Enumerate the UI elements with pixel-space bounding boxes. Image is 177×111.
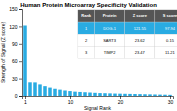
table-text: 11.21	[165, 50, 175, 55]
table-cell	[94, 10, 124, 22]
bar	[23, 26, 27, 96]
y-axis-label: Strength of Signal (Z score)	[0, 22, 6, 83]
chart: 1 10 20 30 0 30 60 90 120 150 Rank Protein Z score S …	[0, 0, 177, 111]
bar	[68, 91, 72, 96]
table-text: SART3	[103, 38, 117, 43]
tick-label: 60	[12, 58, 18, 64]
bar	[148, 94, 152, 96]
axis-line	[23, 97, 174, 100]
table-cell	[94, 34, 124, 46]
bar	[133, 94, 137, 96]
table-cell	[94, 22, 124, 34]
bar	[73, 92, 77, 96]
tick: 30	[168, 96, 174, 105]
table-text: TIMP2	[104, 50, 117, 55]
table-cell	[155, 34, 177, 46]
table-text: 1	[85, 26, 88, 31]
axis-line	[19, 10, 23, 97]
bar	[88, 93, 92, 96]
table-text: 2	[85, 38, 88, 43]
bar	[98, 93, 102, 96]
table-text: 23.62	[135, 38, 146, 43]
tick-mark	[19, 61, 22, 62]
bar	[63, 90, 67, 96]
table-text: DOG-1	[103, 26, 116, 31]
tick: 0	[15, 93, 22, 99]
bar	[123, 94, 127, 96]
table-text: 121.55	[134, 26, 147, 31]
bar	[58, 90, 62, 96]
bar	[113, 94, 117, 96]
bar	[43, 86, 47, 96]
bar	[128, 94, 132, 96]
table-header: Rank	[81, 13, 92, 18]
table-cell	[155, 46, 177, 58]
tick-label: 150	[9, 6, 18, 12]
bar	[163, 95, 167, 96]
bar	[103, 93, 107, 96]
tick-label: 20	[118, 99, 124, 105]
tick: 1	[24, 96, 27, 105]
table-cell	[78, 46, 95, 58]
tick: 120	[9, 24, 22, 30]
bar	[48, 88, 52, 96]
bar	[83, 92, 87, 96]
tick-mark	[19, 44, 22, 45]
table-text: 3	[85, 50, 88, 55]
table-cell	[78, 22, 95, 34]
bar	[33, 82, 37, 96]
tick-mark	[19, 96, 22, 97]
tick-label: 90	[12, 41, 18, 47]
table-cell	[94, 46, 124, 58]
table-cell	[125, 46, 155, 58]
tick-label: 30	[12, 76, 18, 82]
tick: 90	[12, 41, 22, 47]
tick-mark	[19, 26, 22, 27]
tick-label: 10	[68, 99, 74, 105]
tick: 20	[118, 96, 124, 105]
tick-label: 120	[9, 24, 18, 30]
table-header: S score	[163, 13, 177, 18]
tick-label: 1	[24, 99, 27, 105]
tick-label: 30	[168, 99, 174, 105]
bar	[138, 94, 142, 96]
tick: 10	[68, 96, 74, 105]
table: Rank Protein Z score S score 1 DOG-1 121.55 97.…	[78, 10, 177, 59]
table-header: Z score	[133, 13, 148, 18]
table-cell	[125, 34, 155, 46]
y-axis: 0 30 60 90 120 150	[9, 6, 22, 99]
table-cell	[125, 10, 155, 22]
title: Human Protein Microarray Specificity Val…	[20, 2, 157, 8]
table-text: 0.15	[166, 38, 175, 43]
bar	[158, 95, 162, 96]
table-text: 97.94	[165, 26, 176, 31]
bar	[153, 94, 157, 96]
x-axis-label: Signal Rank	[84, 105, 111, 111]
table-cell	[78, 34, 95, 46]
bar	[28, 82, 32, 96]
bar	[168, 95, 172, 96]
table-cell	[125, 22, 155, 34]
bar	[143, 94, 147, 96]
bars	[23, 26, 172, 96]
bar	[118, 94, 122, 96]
bar	[53, 89, 57, 96]
tick-mark	[19, 9, 22, 10]
tick-mark	[19, 79, 22, 80]
plot: 1 10 20 30 0 30 60 90 120 150 Rank Protein Z score S …	[9, 6, 177, 105]
table-cell	[155, 22, 177, 34]
tick-label: 0	[15, 93, 18, 99]
table-header: Protein	[103, 13, 117, 18]
tick: 30	[12, 76, 22, 82]
bar	[78, 92, 82, 96]
table-cell	[78, 10, 95, 22]
table-cell	[155, 10, 177, 22]
table-text: 23.47	[135, 50, 146, 55]
bar	[38, 84, 42, 96]
bar	[108, 93, 112, 96]
bar	[93, 93, 97, 96]
tick: 60	[12, 58, 22, 64]
